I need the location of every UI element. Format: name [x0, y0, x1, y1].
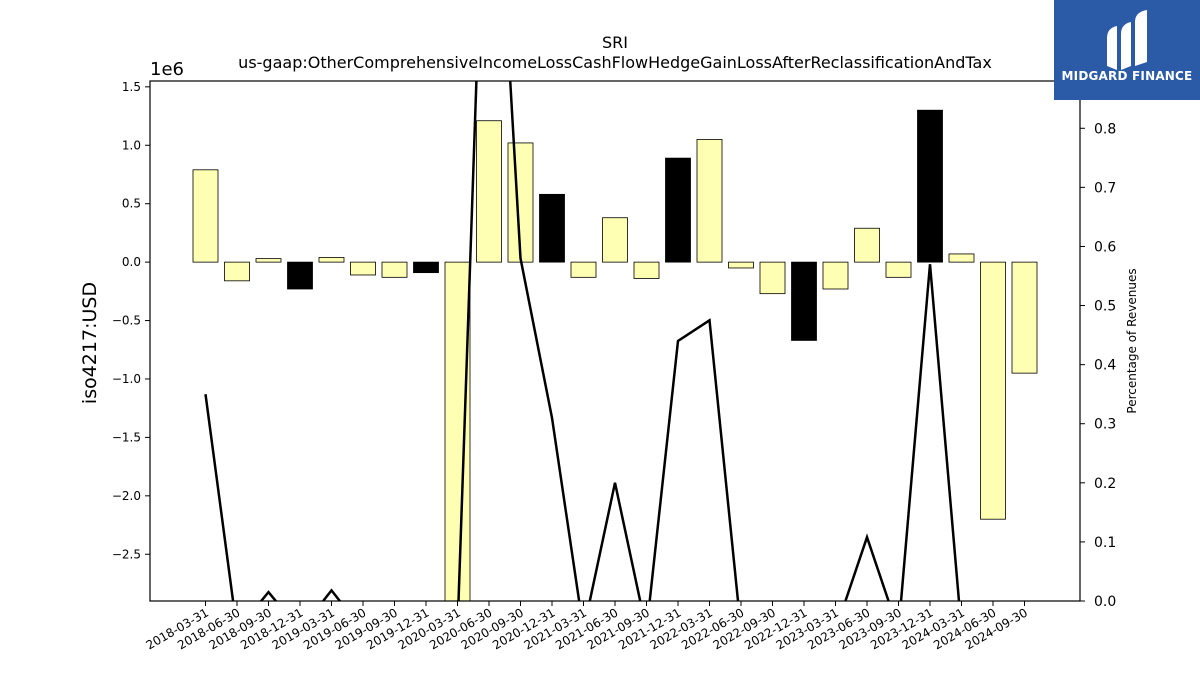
y2-tick-label: 0.7: [1094, 180, 1116, 196]
bar-2021-06-30: [602, 217, 628, 263]
bar-2022-09-30: [759, 261, 786, 295]
chart-title: SRI: [602, 33, 628, 52]
bar-2019-06-30: [350, 261, 376, 276]
bar-2021-03-31: [570, 261, 597, 278]
bar-2022-12-31: [791, 261, 817, 341]
bar-2019-12-31: [413, 261, 439, 274]
bar-2024-06-30: [980, 261, 1006, 520]
y2-tick-label: 0.8: [1094, 121, 1116, 137]
y-tick-label: 0.5: [122, 197, 141, 211]
y2-tick-label: 0.6: [1094, 239, 1116, 255]
bar-2023-03-31: [822, 261, 849, 290]
bar-2023-09-30: [885, 261, 912, 278]
y2-tick-label: 0.0: [1094, 594, 1116, 610]
bar-2019-09-30: [381, 261, 408, 278]
bar-2021-12-31: [665, 157, 691, 263]
plot-frame: [149, 80, 1081, 602]
midgard-finance-logo: MIDGARD FINANCE: [1054, 0, 1200, 100]
bar-2018-12-31: [287, 261, 313, 290]
y2-tick-label: 0.2: [1094, 476, 1116, 492]
y2-tick-label: 0.3: [1094, 417, 1116, 433]
y-multiplier-label: 1e6: [150, 59, 184, 80]
y-axis-label: iso4217:USD: [79, 282, 101, 404]
bar-2024-09-30: [1011, 261, 1038, 374]
bar-2020-03-31: [444, 261, 471, 601]
bar-2024-03-31: [948, 253, 975, 263]
y-tick-label: 0.0: [122, 255, 141, 269]
bar-2018-09-30: [255, 258, 282, 263]
y-tick-label: 1.0: [122, 138, 141, 152]
y2-tick-label: 0.5: [1094, 299, 1116, 315]
y-tick-label: −2.0: [112, 489, 141, 503]
logo-mark-icon: [1107, 10, 1147, 70]
y-tick-label: −1.0: [112, 372, 141, 386]
chart-subtitle: us-gaap:OtherComprehensiveIncomeLossCash…: [238, 53, 992, 72]
bar-2023-12-31: [917, 109, 943, 263]
bar-2020-06-30: [476, 120, 502, 263]
bar-2022-06-30: [728, 261, 754, 269]
y2-tick-label: 0.1: [1094, 535, 1116, 551]
bar-2021-09-30: [633, 261, 660, 279]
bar-2023-06-30: [854, 227, 880, 263]
y2-tick-label: 0.4: [1094, 358, 1116, 374]
bar-2018-03-31: [192, 169, 219, 263]
bar-2018-06-30: [224, 261, 250, 282]
bar-2022-03-31: [696, 139, 723, 263]
y-tick-label: −0.5: [112, 314, 141, 328]
revenue-percentage-line: [204, 81, 961, 601]
y-tick-label: 1.5: [122, 80, 141, 94]
logo-text: MIDGARD FINANCE: [1061, 69, 1193, 83]
y-tick-label: −2.5: [112, 547, 141, 561]
y2-axis-label: Percentage of Revenues: [1125, 268, 1139, 413]
y-tick-label: −1.5: [112, 430, 141, 444]
bar-2019-03-31: [318, 257, 345, 263]
bar-2020-12-31: [539, 193, 565, 263]
